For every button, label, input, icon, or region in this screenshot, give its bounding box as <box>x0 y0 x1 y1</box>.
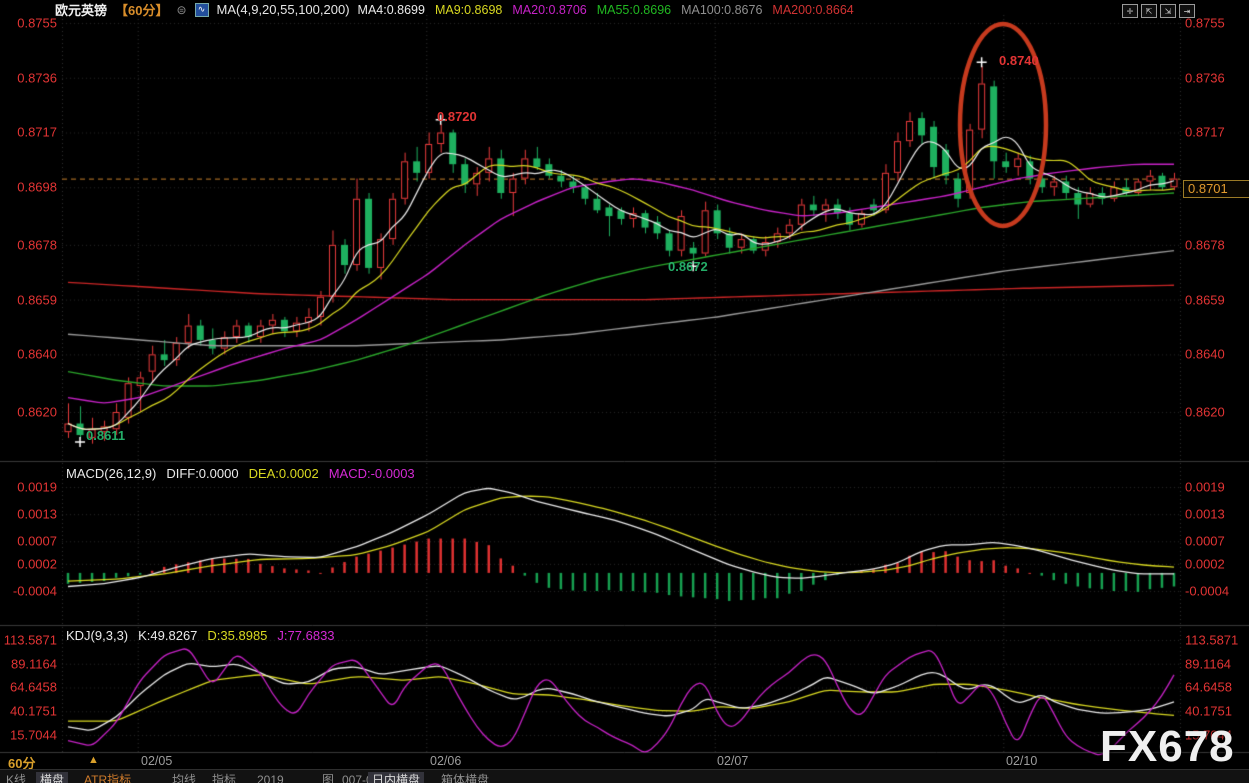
kdj-title: KDJ(9,3,3) <box>66 628 129 643</box>
bottom-tab-指标[interactable]: 指标 <box>212 773 237 783</box>
settings-icon[interactable]: ⊜ <box>176 2 187 17</box>
crosshair-icon[interactable]: ✛ <box>1122 4 1138 18</box>
bottom-tab-007-0[interactable]: 007-0 <box>342 773 373 783</box>
main-axis-label-right: 0.8640 <box>1185 346 1225 362</box>
symbol-name: 欧元英镑 <box>55 3 108 18</box>
main-axis-label-left: 0.8620 <box>17 404 57 420</box>
macd-axis-label-left: 0.0007 <box>17 533 57 549</box>
bottom-tab-K线[interactable]: K线 <box>6 773 27 783</box>
main-axis-label-left: 0.8717 <box>17 124 57 140</box>
indicator-value-label: K:49.8267 <box>138 628 198 643</box>
ma-title: MA(4,9,20,55,100,200) <box>216 2 350 17</box>
macd-axis-label-right: 0.0013 <box>1185 506 1225 522</box>
ma-value-label: MA100:0.8676 <box>681 2 763 17</box>
pan-right-icon[interactable]: ⇥ <box>1179 4 1195 18</box>
watermark: FX678 <box>1100 722 1235 771</box>
macd-axis-label-right: 0.0007 <box>1185 533 1225 549</box>
current-price-box: 0.8701 <box>1183 180 1249 198</box>
indicator-value-label: MACD:-0.0003 <box>328 466 415 481</box>
main-axis-label-left: 0.8736 <box>17 70 57 86</box>
bottom-tab-均线[interactable]: 均线 <box>172 773 197 783</box>
main-axis-label-left: 0.8698 <box>17 179 57 195</box>
ma-value-label: MA55:0.8696 <box>596 2 672 17</box>
period-label[interactable]: 【60分】 <box>115 3 169 18</box>
ma-value-label: MA20:0.8706 <box>512 2 587 17</box>
kdj-axis-label-right: 89.1164 <box>1185 656 1232 672</box>
macd-axis-label-left: 0.0013 <box>17 506 57 522</box>
kdj-axis-label-left: 64.6458 <box>10 679 57 695</box>
bottom-tab-横盘[interactable]: 横盘 <box>36 772 69 783</box>
main-axis-label-right: 0.8678 <box>1185 237 1225 253</box>
bottom-tab-图[interactable]: 图 <box>322 773 335 783</box>
price-annotation: 0.8720 <box>437 109 477 124</box>
ma-value-label: MA4:0.8699 <box>357 2 425 17</box>
chart-toolbar: ✛ ⇱ ⇲ ⇥ <box>1122 4 1195 18</box>
price-annotation: 0.8740 <box>999 53 1039 68</box>
kdj-axis-label-left: 113.5871 <box>3 632 57 648</box>
date-label: 02/07 <box>717 754 749 768</box>
macd-title: MACD(26,12,9) <box>66 466 157 481</box>
ma-indicator-icon[interactable]: ∿ <box>194 2 209 17</box>
ma-value-label: MA9:0.8698 <box>434 2 503 17</box>
bottom-tab-ATR指标[interactable]: ATR指标 <box>84 773 132 783</box>
date-label: 02/06 <box>430 754 462 768</box>
chart-header: 欧元英镑 【60分】 ⊜ ∿ MA(4,9,20,55,100,200) MA4… <box>55 1 854 18</box>
macd-axis-label-right: 0.0019 <box>1185 479 1225 495</box>
macd-axis-label-right: 0.0002 <box>1185 556 1225 572</box>
main-axis-label-left: 0.8678 <box>17 237 57 253</box>
bottom-tab-日内横盘[interactable]: 日内横盘 <box>368 772 425 783</box>
axis-zoom-in-icon[interactable]: ⇱ <box>1141 4 1157 18</box>
kdj-axis-label-left: 15.7044 <box>10 727 57 743</box>
price-annotation: 0.8672 <box>668 259 708 274</box>
timeframe-up-arrow-icon[interactable]: ▲ <box>88 754 99 766</box>
kdj-axis-label-right: 15.7044 <box>1185 727 1232 743</box>
main-axis-label-right: 0.8717 <box>1185 124 1225 140</box>
macd-axis-label-left: 0.0019 <box>17 479 57 495</box>
kdj-header: KDJ(9,3,3) K:49.8267 D:35.8985 J:77.6833 <box>66 628 335 643</box>
main-axis-label-left: 0.8640 <box>17 346 57 362</box>
ma-values: MA4:0.8699 MA9:0.8698 MA20:0.8706 MA55:0.86… <box>358 3 854 17</box>
kdj-axis-label-right: 64.6458 <box>1185 679 1232 695</box>
main-axis-label-right: 0.8755 <box>1185 15 1225 31</box>
macd-axis-label-right: -0.0004 <box>1185 583 1230 599</box>
macd-axis-label-left: -0.0004 <box>12 583 57 599</box>
macd-axis-label-left: 0.0002 <box>17 556 57 572</box>
kdj-axis-label-left: 40.1751 <box>10 703 57 719</box>
main-axis-label-right: 0.8659 <box>1185 292 1225 308</box>
time-axis-bar: 60分 ▲ 02/05 02/06 02/07 02/10 <box>0 752 1249 771</box>
timeframe-label[interactable]: 60分 <box>8 756 36 771</box>
main-axis-label-left: 0.8755 <box>17 15 57 31</box>
kdj-axis-label-left: 89.1164 <box>10 656 57 672</box>
kdj-axis-label-right: 40.1751 <box>1185 703 1232 719</box>
indicator-value-label: DIFF:0.0000 <box>166 466 239 481</box>
ma-value-label: MA200:0.8664 <box>772 2 854 17</box>
main-axis-label-right: 0.8736 <box>1185 70 1225 86</box>
date-label: 02/05 <box>141 754 173 768</box>
indicator-value-label: J:77.6833 <box>277 628 335 643</box>
axis-zoom-out-icon[interactable]: ⇲ <box>1160 4 1176 18</box>
indicator-value-label: DEA:0.0002 <box>248 466 319 481</box>
bottom-tab-箱体横盘[interactable]: 箱体横盘 <box>441 773 490 783</box>
macd-header: MACD(26,12,9) DIFF:0.0000 DEA:0.0002 MACD:… <box>66 466 415 481</box>
bottom-toolbar: K线 横盘 ATR指标 均线 指标 2019 图 007-0 日内横盘 箱体横盘 <box>0 769 1249 783</box>
price-annotation: 0.8611 <box>86 428 126 443</box>
bottom-tab-2019[interactable]: 2019 <box>257 773 284 783</box>
date-label: 02/10 <box>1006 754 1038 768</box>
main-axis-label-left: 0.8659 <box>17 292 57 308</box>
main-axis-label-right: 0.8620 <box>1185 404 1225 420</box>
indicator-value-label: D:35.8985 <box>207 628 268 643</box>
kdj-axis-label-right: 113.5871 <box>1185 632 1239 648</box>
